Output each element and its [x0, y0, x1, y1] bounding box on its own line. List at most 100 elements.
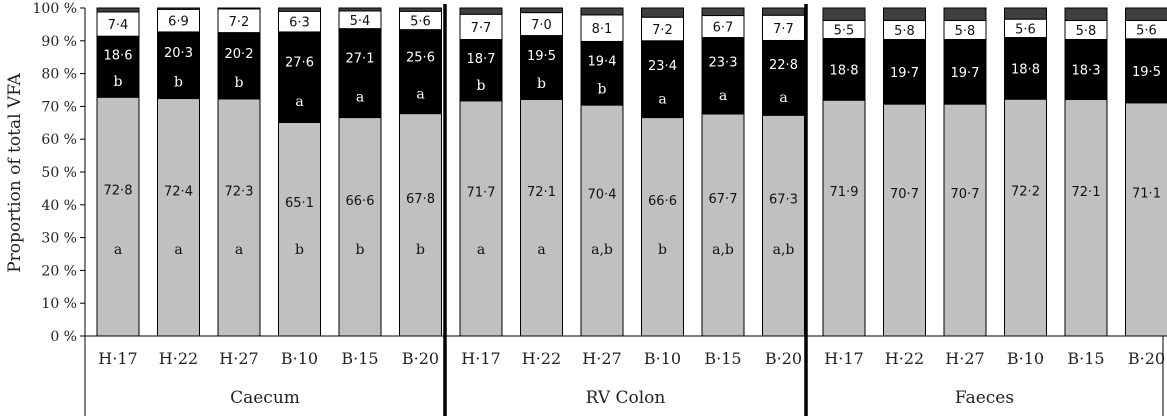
- data-label-middle: 23·4: [648, 59, 677, 74]
- bar-segment-bottom: [157, 98, 200, 337]
- significance-label-bottom: b: [658, 242, 667, 258]
- group-label: RV Colon: [586, 388, 666, 408]
- data-label-bottom: 71·9: [830, 185, 859, 200]
- bar-segment-top: [701, 7, 745, 17]
- y-tick-label: 20 %: [41, 263, 77, 279]
- x-tick-label: H·22: [885, 349, 924, 368]
- significance-label-middle: b: [174, 75, 183, 91]
- data-label-middle: 18·8: [1011, 62, 1040, 77]
- significance-label-bottom: b: [356, 242, 365, 258]
- significance-label-middle: a: [779, 90, 787, 106]
- bar-segment-bottom: [278, 121, 321, 337]
- significance-label-middle: a: [719, 88, 727, 104]
- x-tick-label: B·20: [402, 349, 439, 368]
- significance-label-middle: b: [235, 75, 244, 91]
- data-label-upper: 7·2: [652, 23, 673, 38]
- significance-label-middle: b: [537, 76, 546, 92]
- significance-label-bottom: a: [477, 242, 485, 258]
- data-label-bottom: 66·6: [648, 194, 677, 209]
- significance-label-middle: b: [114, 74, 123, 90]
- data-label-upper: 6·3: [289, 16, 310, 31]
- bar-segment-middle: [459, 38, 503, 102]
- data-label-upper: 5·8: [1076, 24, 1097, 39]
- data-label-bottom: 70·4: [588, 188, 617, 203]
- bar-segment-top: [1004, 7, 1047, 20]
- significance-label-bottom: a: [114, 242, 122, 258]
- group-label: Caecum: [230, 388, 300, 408]
- x-tick-label: H·22: [522, 349, 561, 368]
- data-label-bottom: 71·7: [467, 185, 496, 200]
- bar-segment-bottom: [1064, 99, 1108, 337]
- bar-segment-bottom: [701, 113, 745, 337]
- bar-segment-middle: [1064, 38, 1108, 101]
- bar-segment-top: [641, 7, 684, 18]
- bar-segment-bottom: [1125, 102, 1167, 337]
- bar-segment-bottom: [338, 117, 382, 337]
- data-label-bottom: 66·6: [346, 194, 375, 209]
- data-label-middle: 19·7: [890, 66, 919, 81]
- data-label-upper: 5·6: [1015, 22, 1036, 37]
- significance-label-bottom: a: [235, 242, 243, 258]
- bar-segment-top: [822, 7, 866, 21]
- data-label-bottom: 72·1: [1072, 185, 1101, 200]
- y-tick-label: 80 %: [41, 67, 77, 83]
- x-tick-label: B·10: [644, 349, 681, 368]
- significance-label-bottom: a,b: [591, 242, 613, 258]
- bar-segment-top: [338, 7, 382, 12]
- significance-label-bottom: b: [295, 242, 304, 258]
- x-tick-label: H·17: [824, 349, 863, 368]
- data-label-middle: 19·4: [588, 55, 617, 70]
- bar-segment-middle: [762, 39, 805, 116]
- data-label-middle: 25·6: [406, 51, 435, 66]
- y-tick-label: 70 %: [41, 99, 77, 115]
- data-label-middle: 19·7: [951, 66, 980, 81]
- y-tick-label: 60 %: [41, 132, 77, 148]
- significance-label-middle: a: [658, 92, 666, 108]
- bar-segment-bottom: [399, 113, 442, 337]
- significance-label-bottom: a: [174, 242, 182, 258]
- data-label-bottom: 72·1: [527, 185, 556, 200]
- y-tick-label: 0 %: [50, 329, 77, 345]
- x-tick-label: B·15: [1067, 349, 1104, 368]
- x-tick-label: B·20: [765, 349, 802, 368]
- x-tick-label: B·10: [281, 349, 318, 368]
- significance-label-bottom: a,b: [712, 242, 734, 258]
- data-label-bottom: 72·3: [225, 184, 254, 199]
- bar-segment-top: [580, 7, 624, 16]
- group-label: Faeces: [955, 388, 1014, 408]
- data-label-upper: 7·7: [471, 21, 492, 36]
- y-tick-label: 30 %: [41, 231, 77, 247]
- data-label-bottom: 67·7: [709, 192, 738, 207]
- data-label-bottom: 70·7: [890, 187, 919, 202]
- bar-segment-top: [96, 7, 140, 13]
- x-tick-label: H·27: [582, 349, 621, 368]
- bar-segment-top: [943, 7, 987, 21]
- bar-segment-middle: [943, 38, 987, 105]
- bar-segment-bottom: [1004, 98, 1047, 337]
- data-label-middle: 22·8: [769, 58, 798, 73]
- data-label-upper: 5·8: [955, 24, 976, 39]
- x-tick-label: B·10: [1007, 349, 1044, 368]
- bar-segment-middle: [701, 37, 745, 115]
- data-label-upper: 5·6: [1136, 24, 1157, 39]
- data-label-middle: 18·3: [1072, 64, 1101, 79]
- data-label-upper: 5·5: [834, 23, 855, 38]
- x-tick-label: B·15: [341, 349, 378, 368]
- y-tick-label: 40 %: [41, 198, 77, 214]
- bar-segment-top: [217, 7, 261, 10]
- data-label-bottom: 72·2: [1011, 185, 1040, 200]
- bar-segment-top: [1064, 7, 1108, 21]
- data-label-upper: 7·7: [773, 22, 794, 37]
- bar-segment-top: [278, 7, 321, 12]
- significance-label-bottom: a: [537, 242, 545, 258]
- significance-label-middle: a: [356, 90, 364, 106]
- bar-segment-bottom: [217, 98, 261, 337]
- bar-segment-bottom: [641, 117, 684, 337]
- data-label-bottom: 71·1: [1132, 186, 1161, 201]
- data-label-bottom: 72·4: [164, 184, 193, 199]
- significance-label-middle: b: [477, 78, 486, 94]
- data-label-middle: 20·2: [225, 47, 254, 62]
- x-tick-label: H·22: [159, 349, 198, 368]
- data-label-middle: 18·7: [467, 52, 496, 67]
